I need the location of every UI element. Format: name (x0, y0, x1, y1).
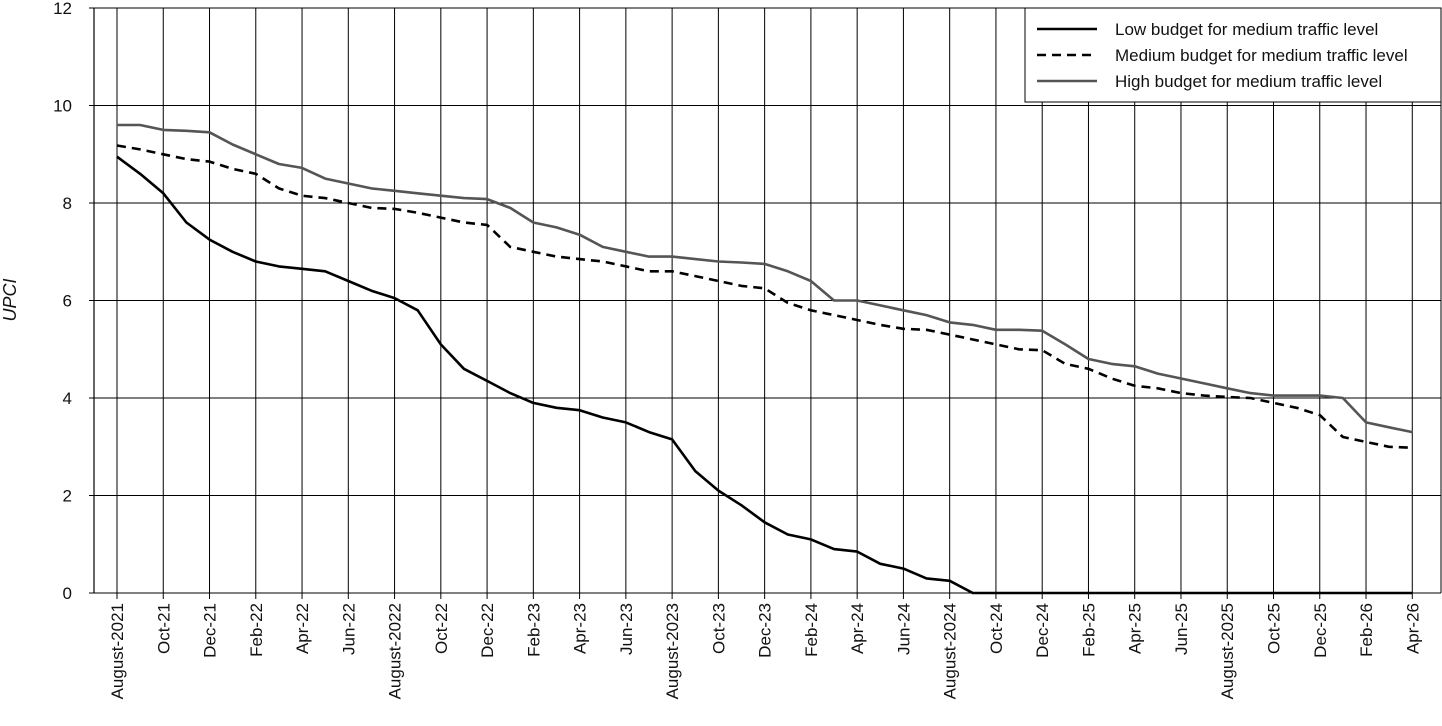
x-axis-ticks: August-2021 Oct-21 Dec-21 Feb-22 Apr-22 Jun-2… (108, 593, 1422, 699)
x-tick-label: Dec-25 (1311, 603, 1330, 658)
y-tick-label: 8 (63, 194, 72, 213)
x-tick-label: August-2024 (941, 603, 960, 699)
x-tick-label: August-2021 (108, 603, 127, 699)
x-tick-label: Oct-21 (154, 603, 173, 654)
x-tick-label: Oct-23 (709, 603, 728, 654)
legend-label-2: Medium budget for medium traffic level (1115, 46, 1408, 65)
x-tick-label: Jun-25 (1172, 603, 1191, 655)
x-tick-label: August-2022 (386, 603, 405, 699)
y-axis-title: UPCI (0, 278, 20, 321)
y-axis-ticks: 0 2 4 6 8 10 12 (53, 0, 94, 603)
y-tick-label: 4 (63, 389, 72, 408)
x-tick-label: Feb-25 (1079, 603, 1098, 657)
x-tick-label: Dec-24 (1033, 603, 1052, 658)
x-tick-label: Apr-25 (1126, 603, 1145, 654)
x-tick-label: Feb-26 (1357, 603, 1376, 657)
x-tick-label: Jun-22 (339, 603, 358, 655)
series-line-3 (117, 123, 1413, 434)
x-tick-label: Apr-23 (571, 603, 590, 654)
y-tick-label: 6 (63, 292, 72, 311)
legend-label-3: High budget for medium traffic level (1115, 72, 1382, 91)
x-tick-label: Apr-26 (1403, 603, 1422, 654)
grid-lines (93, 7, 1442, 594)
x-tick-label: Feb-24 (802, 603, 821, 657)
legend-label-1: Low budget for medium traffic level (1115, 20, 1378, 39)
x-tick-label: Apr-24 (848, 603, 867, 654)
series-line-1 (116, 155, 1413, 595)
x-tick-label: Dec-22 (478, 603, 497, 658)
x-tick-label: Feb-22 (247, 603, 266, 657)
legend: Low budget for medium traffic level Mediu… (1024, 7, 1442, 103)
y-tick-label: 0 (63, 584, 72, 603)
x-tick-label: Dec-23 (756, 603, 775, 658)
x-tick-label: Jun-24 (894, 603, 913, 655)
x-tick-label: Oct-25 (1265, 603, 1284, 654)
x-tick-label: Apr-22 (293, 603, 312, 654)
x-tick-label: Dec-21 (201, 603, 220, 658)
series-lines (116, 123, 1413, 595)
y-tick-label: 12 (53, 0, 72, 18)
x-tick-label: August-2023 (663, 603, 682, 699)
x-tick-label: Jun-23 (617, 603, 636, 655)
y-tick-label: 2 (63, 487, 72, 506)
x-tick-label: Oct-22 (432, 603, 451, 654)
legend-box (1024, 7, 1442, 103)
x-tick-label: Oct-24 (987, 603, 1006, 654)
x-tick-label: Feb-23 (524, 603, 543, 657)
x-tick-label: August-2025 (1218, 603, 1237, 699)
y-tick-label: 10 (53, 97, 72, 116)
